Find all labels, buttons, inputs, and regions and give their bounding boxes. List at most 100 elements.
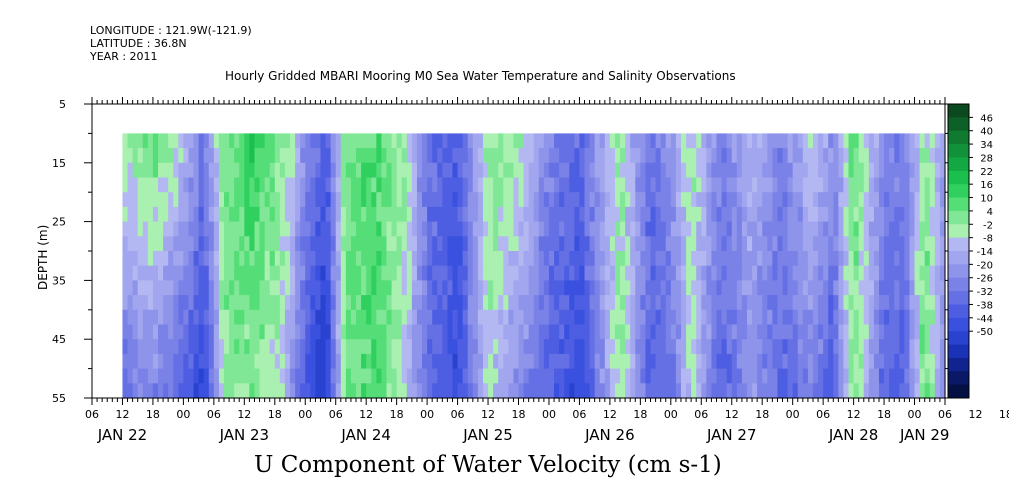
heatmap-cell (279, 177, 286, 193)
heatmap-cell (279, 192, 286, 208)
heatmap-cell (203, 339, 210, 355)
heatmap-cell (442, 206, 449, 223)
heatmap-cell (269, 324, 276, 340)
heatmap-cell (746, 206, 753, 223)
heatmap-cell (345, 368, 352, 384)
heatmap-cell (868, 221, 875, 237)
heatmap-cell (152, 324, 159, 340)
heatmap-cell (533, 280, 540, 296)
heatmap-cell (772, 221, 779, 237)
heatmap-cell (909, 295, 916, 311)
heatmap-cell (594, 221, 601, 237)
heatmap-cell (508, 383, 515, 399)
heatmap-cell (229, 236, 235, 252)
heatmap-cell (310, 295, 317, 311)
heatmap-cell (279, 280, 286, 296)
heatmap-cell (493, 236, 499, 252)
heatmap-cell (807, 177, 814, 193)
heatmap-cell (498, 309, 504, 326)
heatmap-cell (599, 353, 606, 370)
heatmap-cell (752, 192, 758, 208)
heatmap-cell (427, 192, 433, 208)
heatmap-cell (701, 339, 707, 355)
heatmap-cell (447, 206, 454, 223)
heatmap-cell (493, 353, 499, 370)
heatmap-cell (488, 236, 494, 252)
heatmap-cell (188, 324, 195, 340)
heatmap-cell (386, 192, 393, 208)
heatmap-cell (914, 221, 921, 237)
heatmap-cell (467, 148, 474, 164)
heatmap-cell (259, 251, 266, 267)
heatmap-cell (467, 324, 474, 340)
heatmap-cell (726, 324, 733, 340)
heatmap-cell (198, 236, 205, 252)
heatmap-cell (828, 265, 834, 281)
heatmap-cell (137, 383, 144, 399)
colorbar-label: -14 (977, 247, 993, 258)
heatmap-cell (411, 133, 418, 149)
heatmap-cell (340, 162, 347, 179)
heatmap-cell (401, 265, 408, 281)
heatmap-cell (493, 339, 499, 355)
heatmap-cell (701, 206, 707, 223)
heatmap-cell (274, 368, 281, 384)
heatmap-cell (127, 236, 134, 252)
heatmap-cell (173, 368, 179, 384)
heatmap-cell (782, 324, 789, 340)
heatmap-cell (635, 339, 641, 355)
heatmap-cell (665, 280, 672, 296)
heatmap-cell (295, 221, 301, 237)
heatmap-cell (574, 383, 581, 399)
heatmap-cell (650, 339, 657, 355)
heatmap-cell (782, 133, 789, 149)
heatmap-cell (244, 162, 250, 179)
colorbar-swatch (948, 251, 969, 265)
x-tick-label: 12 (237, 408, 251, 421)
heatmap-cell (680, 236, 687, 252)
heatmap-cell (853, 309, 860, 326)
heatmap-cell (269, 309, 276, 326)
heatmap-cell (909, 192, 916, 208)
heatmap-cell (645, 133, 652, 149)
heatmap-cell (147, 339, 154, 355)
heatmap-cell (482, 192, 489, 208)
heatmap-cell (381, 177, 388, 193)
heatmap-cell (274, 324, 281, 340)
heatmap-cell (147, 383, 154, 399)
heatmap-cell (218, 192, 225, 208)
heatmap-cell (640, 206, 647, 223)
x-tick-label: 12 (603, 408, 617, 421)
heatmap-cell (264, 236, 271, 252)
heatmap-cell (680, 295, 687, 311)
heatmap-cell (462, 133, 469, 149)
heatmap-cell (239, 177, 245, 193)
heatmap-cell (731, 353, 738, 370)
heatmap-cell (757, 162, 763, 179)
heatmap-cell (762, 309, 768, 326)
heatmap-cell (680, 177, 687, 193)
heatmap-cell (310, 324, 317, 340)
heatmap-cell (741, 339, 748, 355)
heatmap-cell (254, 324, 261, 340)
heatmap-cell (422, 162, 428, 179)
heatmap-cell (224, 133, 230, 149)
heatmap-cell (802, 162, 809, 179)
heatmap-cell (589, 177, 596, 193)
heatmap-cell (300, 324, 306, 340)
heatmap-cell (330, 148, 337, 164)
heatmap-cell (569, 280, 575, 296)
heatmap-cell (594, 353, 601, 370)
heatmap-cell (706, 339, 713, 355)
heatmap-cell (320, 265, 327, 281)
heatmap-cell (122, 295, 129, 311)
heatmap-cell (366, 192, 372, 208)
colorbar-label: 28 (980, 153, 993, 164)
heatmap-cell (873, 177, 880, 193)
heatmap-cell (604, 206, 611, 223)
heatmap-cell (269, 206, 276, 223)
heatmap-cell (686, 339, 692, 355)
heatmap-cell (330, 353, 337, 370)
heatmap-cell (437, 368, 443, 384)
heatmap-cell (376, 280, 383, 296)
